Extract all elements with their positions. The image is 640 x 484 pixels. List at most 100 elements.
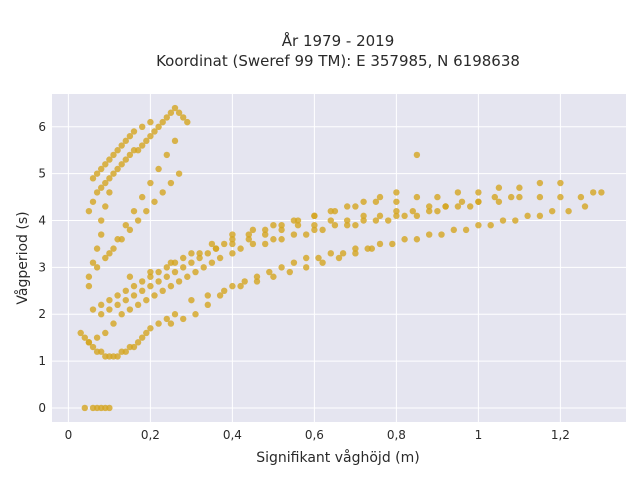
data-point [290, 259, 298, 266]
gridlines [52, 94, 626, 422]
data-point [216, 254, 224, 262]
data-point [495, 184, 503, 191]
data-point [98, 165, 105, 173]
data-point [188, 250, 195, 257]
data-point [204, 292, 211, 299]
data-point [122, 348, 129, 355]
data-point [126, 132, 134, 140]
data-point [110, 151, 117, 159]
x-tick-label: 0,6 [305, 428, 324, 442]
data-point [262, 240, 269, 248]
y-axis-label: Vågperiod (s) [14, 211, 31, 304]
data-point [175, 109, 183, 116]
data-point [106, 189, 113, 196]
data-point [393, 198, 400, 205]
data-point [98, 311, 105, 318]
data-point [352, 222, 359, 229]
data-point [122, 287, 129, 294]
data-point [270, 222, 277, 229]
data-point [147, 179, 154, 187]
data-point [454, 189, 462, 196]
data-point [188, 259, 195, 266]
data-point [434, 193, 441, 201]
x-tick-label: 0 [65, 428, 73, 442]
data-point [393, 189, 400, 196]
data-point [413, 151, 421, 159]
data-point [130, 343, 138, 351]
data-point [147, 132, 154, 140]
data-point [331, 207, 339, 215]
data-point [577, 193, 585, 201]
data-point [303, 264, 310, 271]
data-point [237, 282, 244, 290]
data-point [167, 109, 175, 116]
data-point [85, 282, 93, 290]
data-point [426, 231, 433, 238]
data-point [122, 222, 129, 229]
data-point [171, 311, 179, 318]
data-point [192, 268, 199, 276]
data-point [159, 118, 166, 126]
data-point [163, 264, 170, 271]
data-point [319, 259, 326, 266]
data-point [155, 278, 162, 285]
data-point [188, 296, 195, 304]
data-point [180, 114, 187, 121]
data-point [159, 287, 166, 294]
data-point [262, 231, 269, 238]
data-point [196, 250, 203, 257]
data-point [376, 193, 384, 201]
data-point [110, 245, 117, 252]
data-point [344, 217, 351, 224]
data-point [143, 329, 150, 337]
data-point [475, 222, 482, 229]
data-point [352, 245, 359, 252]
data-point [184, 118, 191, 126]
data-point [139, 123, 146, 130]
data-point [241, 278, 248, 285]
data-point [327, 217, 334, 224]
data-point [114, 353, 121, 360]
data-point [212, 245, 220, 252]
data-point [126, 306, 134, 313]
data-point [245, 231, 252, 238]
data-point [434, 207, 441, 215]
data-point [163, 151, 170, 159]
x-tick-label: 1,2 [551, 428, 570, 442]
data-point [93, 245, 101, 252]
data-point [130, 292, 138, 299]
data-point [372, 217, 380, 224]
data-point [467, 203, 474, 210]
data-point [413, 236, 421, 243]
data-point [98, 184, 105, 191]
data-point [598, 189, 605, 196]
data-point [102, 254, 109, 262]
data-point [249, 226, 257, 234]
data-point [557, 179, 564, 187]
data-point [139, 287, 146, 294]
data-point [581, 203, 589, 210]
data-point [516, 193, 523, 201]
data-point [376, 212, 384, 220]
data-point [171, 268, 179, 276]
data-point [118, 142, 125, 149]
data-point [229, 231, 236, 238]
data-point [192, 311, 199, 318]
data-point [262, 226, 269, 234]
data-point [221, 287, 228, 294]
data-point [426, 207, 433, 215]
data-point [175, 170, 183, 177]
data-point [143, 296, 150, 304]
data-point [450, 226, 457, 234]
data-point [315, 254, 322, 262]
data-point [167, 282, 175, 290]
data-point [311, 226, 318, 234]
y-axis-ticks: 0 1 2 3 4 5 6 [38, 120, 46, 415]
data-point [508, 193, 515, 201]
data-point [155, 123, 162, 130]
data-point [590, 189, 597, 196]
data-point [344, 203, 351, 210]
data-point [536, 193, 544, 201]
data-point [266, 268, 273, 276]
